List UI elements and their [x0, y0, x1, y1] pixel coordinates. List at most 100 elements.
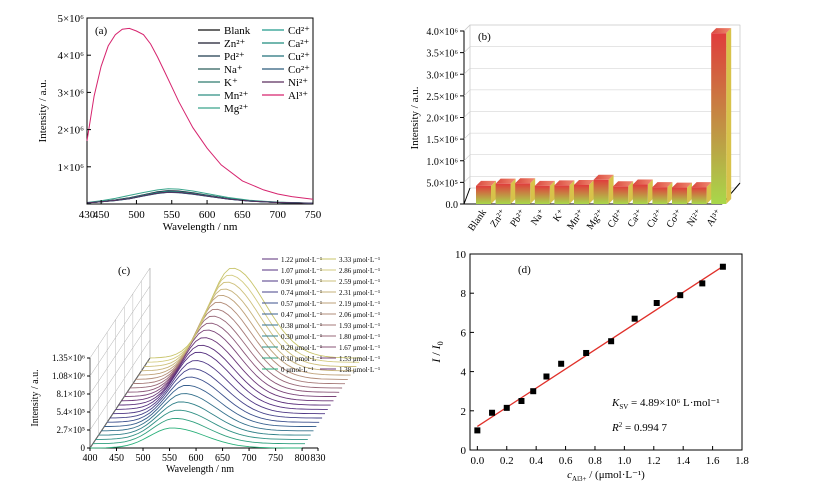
panel-c-legend-label: 1.07 μmol·L⁻¹: [281, 267, 322, 275]
panel-c-series-line: [124, 329, 337, 397]
panel-b-bar-front: [554, 185, 570, 204]
panel-b-bar: [574, 179, 594, 204]
panel-c-gridline: [89, 321, 151, 413]
panel-b-bar-side: [687, 182, 692, 204]
panel-b-x-tick-label: Mg²⁺: [585, 207, 607, 231]
panel-a-legend-label: Mn²⁺: [224, 90, 249, 102]
panel-b-bar: [691, 182, 712, 204]
panel-b-bar-side: [706, 182, 712, 204]
panel-b-gridline: [463, 111, 740, 118]
panel-b-bar-top: [632, 179, 653, 185]
panel-b-bar-front: [652, 187, 668, 204]
panel-b-y-tick-label: 5.0×10⁵: [426, 178, 458, 189]
panel-c-series-line: [107, 376, 320, 423]
panel-b-bar-top: [652, 182, 673, 188]
panel-c-y-tick-label: 2.7×10⁵: [57, 425, 85, 435]
panel-c-series-line: [127, 322, 340, 393]
panel-a-y-ticks: 1×10⁶ 2×10⁶ 3×10⁶ 4×10⁶ 5×10⁶: [57, 13, 91, 174]
panel-b-bar-top: [554, 180, 575, 186]
panel-b-bar-front: [534, 185, 550, 204]
r2-value: = 0.994 7: [622, 422, 667, 434]
panel-b-gridline: [463, 24, 740, 32]
panel-c-y-tick-label: 1.35×10⁶: [52, 353, 85, 363]
panel-b-bar-front: [632, 184, 648, 204]
panel-c-legend-label: 2.19 μmol·L⁻¹: [339, 300, 380, 308]
panel-c-x-tick-label: 550: [162, 453, 177, 464]
panel-c-series-line: [138, 294, 351, 376]
panel-c-x-tick-label: 700: [242, 453, 257, 464]
panel-c-legend-label: 1.53 μmol·L⁻¹: [339, 355, 380, 363]
panel-b-bar-top: [515, 178, 536, 184]
x-label-subscript: Al3+: [572, 475, 587, 483]
panel-b-grid: [463, 24, 740, 183]
panel-c-legend-label: 1.38 μmol·L⁻¹: [339, 366, 380, 374]
panel-d-data-point: [530, 388, 537, 395]
panel-b-x-tick-label: Cu²⁺: [645, 207, 665, 230]
panel-a-series-line: [86, 27, 314, 200]
panel-b-bar-chart: 0.0 5.0×10⁵ 1.0×10⁶ 1.5×10⁶ 2.0×10⁶ 2.5×10⁶ 3.…: [409, 24, 741, 233]
panel-c-legend: 1.22 μmol·L⁻¹ 1.07 μmol·L⁻¹ 0.91 μmol·L⁻¹ 0…: [262, 256, 380, 374]
panel-d-data-point: [583, 349, 590, 356]
panel-b-gridline: [463, 67, 740, 75]
x-label-c: c: [567, 469, 572, 481]
panel-b-x-tick-label: Zn²⁺: [488, 207, 508, 229]
panel-b-bar: [476, 180, 496, 204]
panel-b-bar-side: [608, 174, 614, 204]
panel-d-x-ticks: 0.0 0.2 0.4 0.6 0.8 1.0 1.2 1.4 1.6 1.8: [470, 446, 749, 467]
panel-b-gridline: [463, 132, 740, 140]
panel-b-bar-side: [549, 180, 555, 204]
panel-b-bar-side: [530, 178, 536, 204]
panel-d-ksv-annotation: KSV = 4.89×10⁶ L·mol⁻¹: [611, 397, 720, 411]
panel-c-y-axis-label: Intensity / a.u.: [30, 369, 41, 426]
panel-a-legend-label: Zn²⁺: [224, 38, 246, 50]
panel-a-label: (a): [95, 25, 108, 37]
panel-d-points: [474, 263, 726, 434]
panel-b-gridline: [463, 46, 740, 53]
panel-b-x-tick-label: Co²⁺: [665, 207, 685, 230]
panel-c-series-line: [147, 274, 360, 363]
panel-d-y-tick-label: 4: [461, 367, 467, 379]
y-label-subscript: 0: [436, 341, 445, 345]
panel-d-x-tick-label: 1.2: [647, 455, 661, 467]
panel-b-x-tick-label: Ca²⁺: [626, 207, 646, 229]
panel-b-bar-side: [569, 180, 575, 204]
panel-c-legend-label: 2.86 μmol·L⁻¹: [339, 267, 380, 275]
panel-d-y-ticks: 0 2 4 6 8 10: [455, 249, 474, 457]
panel-b-y-tick-label: 0.0: [446, 200, 459, 211]
panel-d-data-point: [719, 263, 726, 270]
panel-b-bar-front: [672, 187, 687, 204]
y-label-slash: /: [429, 349, 443, 358]
panel-c-series-line: [95, 409, 308, 440]
panel-b-x-tick-label: Blank: [466, 207, 489, 233]
panel-c-legend-label: 0.38 μmol·L⁻¹: [281, 322, 322, 330]
panel-c-series-line: [144, 281, 357, 367]
panel-b-x-ticks: Blank Zn²⁺ Pb²⁺ Na⁺ K⁺Mn²⁺Mg²⁺ Cd²⁺ Ca²⁺ Cu²⁺ Co…: [466, 207, 724, 233]
panel-b-bar-front: [593, 179, 609, 204]
panel-a-x-tick-label: 750: [305, 209, 322, 221]
panel-c-x-tick-label: 650: [215, 453, 230, 464]
panel-c-x-tick-label: 600: [189, 453, 204, 464]
panel-b-gridline: [463, 154, 740, 161]
y-label-I: I: [429, 358, 443, 364]
panel-d-data-point: [699, 280, 706, 287]
panel-a-y-tick-label: 5×10⁶: [57, 13, 84, 25]
panel-b-x-tick-label: Na⁺: [529, 207, 548, 227]
panel-b-y-tick-label: 3.5×10⁶: [426, 49, 458, 60]
panel-c-series-line: [132, 308, 345, 385]
panel-b-bar: [515, 178, 536, 204]
panel-b-bar-side: [510, 178, 516, 204]
panel-b-bar-front: [476, 185, 491, 204]
panel-a-legend-label: Na⁺: [224, 64, 243, 76]
panel-d-data-point: [543, 373, 550, 380]
panel-a-legend-label: Ni²⁺: [288, 77, 308, 89]
panel-d-scatter: 0.0 0.2 0.4 0.6 0.8 1.0 1.2 1.4 1.6 1.8 0 2 4 6 8 10 (…: [429, 249, 749, 483]
panel-d-y-tick-label: 2: [461, 406, 467, 418]
panel-c-x-tick-label: 450: [109, 453, 124, 464]
panel-b-y-axis-label: Intensity / a.u.: [409, 86, 421, 149]
panel-d-label: (d): [518, 264, 531, 276]
panel-c-x-axis-label: Wavelength / nm: [166, 464, 234, 475]
panel-b-bar: [495, 178, 516, 204]
panel-c-legend-label: 0.57 μmol·L⁻¹: [281, 300, 322, 308]
